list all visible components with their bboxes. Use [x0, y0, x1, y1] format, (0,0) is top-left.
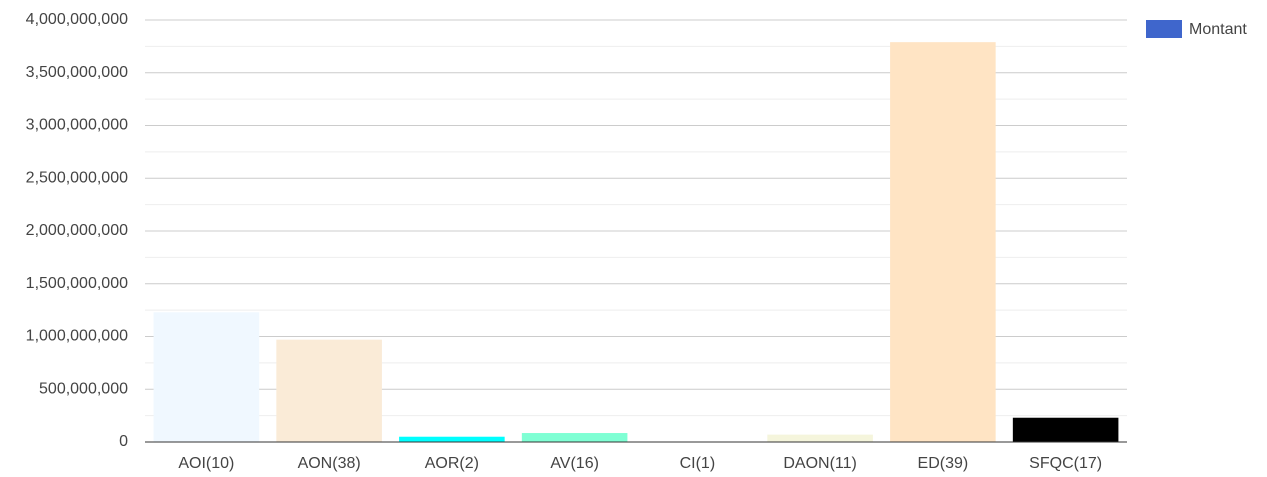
bar	[767, 434, 873, 442]
bar	[1012, 417, 1119, 442]
y-tick-label: 4,000,000,000	[26, 11, 128, 28]
y-tick-label: 1,500,000,000	[26, 275, 128, 292]
legend-label: Montant	[1189, 21, 1247, 38]
bar	[890, 42, 996, 442]
bar	[153, 312, 260, 442]
x-tick-label: CI(1)	[680, 455, 716, 472]
bar	[399, 436, 505, 442]
y-tick-label: 3,500,000,000	[26, 64, 128, 81]
y-tick-label: 3,000,000,000	[26, 117, 128, 134]
x-tick-label: DAON(11)	[783, 455, 857, 472]
y-tick-label: 500,000,000	[39, 380, 128, 397]
legend-swatch	[1146, 20, 1182, 38]
bar	[276, 339, 382, 442]
x-tick-label: AOI(10)	[178, 455, 234, 472]
y-tick-label: 0	[119, 433, 128, 450]
x-tick-label: SFQC(17)	[1029, 455, 1102, 472]
y-tick-label: 2,500,000,000	[26, 169, 128, 186]
x-tick-label: AON(38)	[298, 455, 361, 472]
x-tick-label: AOR(2)	[425, 455, 479, 472]
x-tick-label: AV(16)	[550, 455, 599, 472]
bar	[521, 433, 628, 442]
y-tick-label: 1,000,000,000	[26, 328, 128, 345]
y-tick-label: 2,000,000,000	[26, 222, 128, 239]
x-tick-label: ED(39)	[918, 455, 969, 472]
